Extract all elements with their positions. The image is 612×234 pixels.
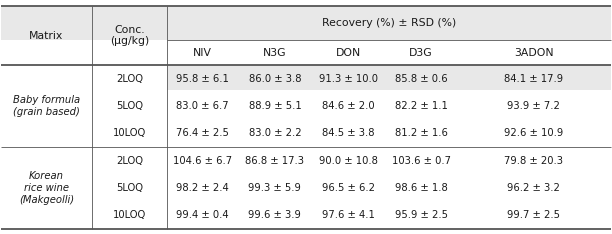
Text: 95.8 ± 6.1: 95.8 ± 6.1 xyxy=(176,74,229,84)
Text: 98.6 ± 1.8: 98.6 ± 1.8 xyxy=(395,183,447,193)
Text: 98.2 ± 2.4: 98.2 ± 2.4 xyxy=(176,183,229,193)
Text: 99.4 ± 0.4: 99.4 ± 0.4 xyxy=(176,210,229,220)
Text: 84.6 ± 2.0: 84.6 ± 2.0 xyxy=(323,101,375,111)
Text: 10LOQ: 10LOQ xyxy=(113,210,146,220)
Text: 83.0 ± 6.7: 83.0 ± 6.7 xyxy=(176,101,229,111)
Text: 91.3 ± 10.0: 91.3 ± 10.0 xyxy=(319,74,378,84)
Text: Korean
rice wine
(Makgeolli): Korean rice wine (Makgeolli) xyxy=(19,171,74,205)
Text: 5LOQ: 5LOQ xyxy=(116,183,143,193)
Text: 86.8 ± 17.3: 86.8 ± 17.3 xyxy=(245,156,304,166)
Text: 79.8 ± 20.3: 79.8 ± 20.3 xyxy=(504,156,564,166)
Text: 90.0 ± 10.8: 90.0 ± 10.8 xyxy=(319,156,378,166)
Text: 2LOQ: 2LOQ xyxy=(116,156,143,166)
Text: Matrix: Matrix xyxy=(29,31,64,41)
Text: Recovery (%) ± RSD (%): Recovery (%) ± RSD (%) xyxy=(322,18,456,28)
Text: 96.5 ± 6.2: 96.5 ± 6.2 xyxy=(322,183,375,193)
Text: 95.9 ± 2.5: 95.9 ± 2.5 xyxy=(395,210,447,220)
Text: 99.7 ± 2.5: 99.7 ± 2.5 xyxy=(507,210,561,220)
Text: 103.6 ± 0.7: 103.6 ± 0.7 xyxy=(392,156,450,166)
Text: 92.6 ± 10.9: 92.6 ± 10.9 xyxy=(504,128,564,139)
Text: Baby formula
(grain based): Baby formula (grain based) xyxy=(13,95,80,117)
Text: 84.5 ± 3.8: 84.5 ± 3.8 xyxy=(323,128,375,139)
Text: D3G: D3G xyxy=(409,48,433,58)
Text: 93.9 ± 7.2: 93.9 ± 7.2 xyxy=(507,101,561,111)
Text: 104.6 ± 6.7: 104.6 ± 6.7 xyxy=(173,156,232,166)
Text: 85.8 ± 0.6: 85.8 ± 0.6 xyxy=(395,74,447,84)
Text: NIV: NIV xyxy=(193,48,212,58)
Text: 82.2 ± 1.1: 82.2 ± 1.1 xyxy=(395,101,447,111)
Text: 83.0 ± 2.2: 83.0 ± 2.2 xyxy=(248,128,301,139)
Text: DON: DON xyxy=(336,48,361,58)
Text: 3ADON: 3ADON xyxy=(514,48,554,58)
Text: 97.6 ± 4.1: 97.6 ± 4.1 xyxy=(322,210,375,220)
Text: 99.6 ± 3.9: 99.6 ± 3.9 xyxy=(248,210,301,220)
Text: Conc.
(µg/kg): Conc. (µg/kg) xyxy=(110,25,149,46)
Text: 10LOQ: 10LOQ xyxy=(113,128,146,139)
Text: 84.1 ± 17.9: 84.1 ± 17.9 xyxy=(504,74,564,84)
Text: 86.0 ± 3.8: 86.0 ± 3.8 xyxy=(248,74,301,84)
Bar xyxy=(167,65,611,90)
Text: 2LOQ: 2LOQ xyxy=(116,74,143,84)
Text: 81.2 ± 1.6: 81.2 ± 1.6 xyxy=(395,128,447,139)
Text: 99.3 ± 5.9: 99.3 ± 5.9 xyxy=(248,183,301,193)
Text: 96.2 ± 3.2: 96.2 ± 3.2 xyxy=(507,183,561,193)
Text: 5LOQ: 5LOQ xyxy=(116,101,143,111)
Text: N3G: N3G xyxy=(263,48,286,58)
Text: 88.9 ± 5.1: 88.9 ± 5.1 xyxy=(248,101,301,111)
Text: 76.4 ± 2.5: 76.4 ± 2.5 xyxy=(176,128,229,139)
Bar xyxy=(1,6,611,40)
